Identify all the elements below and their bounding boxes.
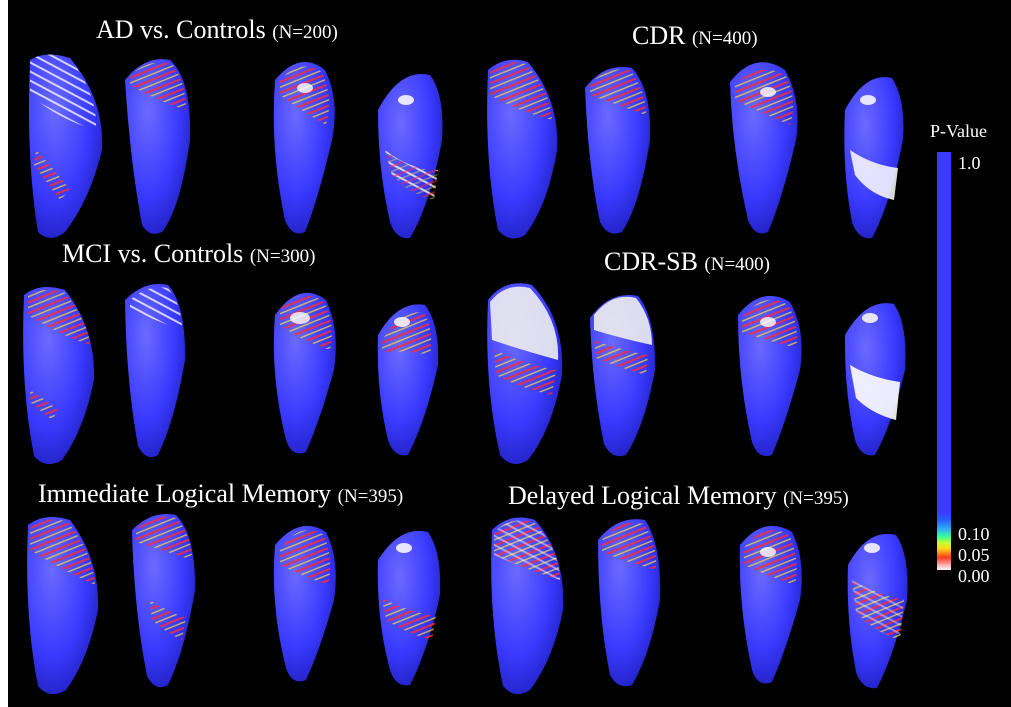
row-2-shapes	[23, 283, 905, 464]
legend-tick: 1.0	[958, 154, 981, 172]
legend-tick: 0.00	[958, 567, 990, 585]
legend-tick: 0.10	[958, 525, 990, 543]
legend-title: P-Value	[930, 122, 987, 140]
p-value-colorbar	[937, 152, 951, 570]
row-1-shapes	[29, 54, 904, 238]
row-3-shapes	[27, 514, 907, 694]
legend-tick: 0.05	[958, 546, 990, 564]
